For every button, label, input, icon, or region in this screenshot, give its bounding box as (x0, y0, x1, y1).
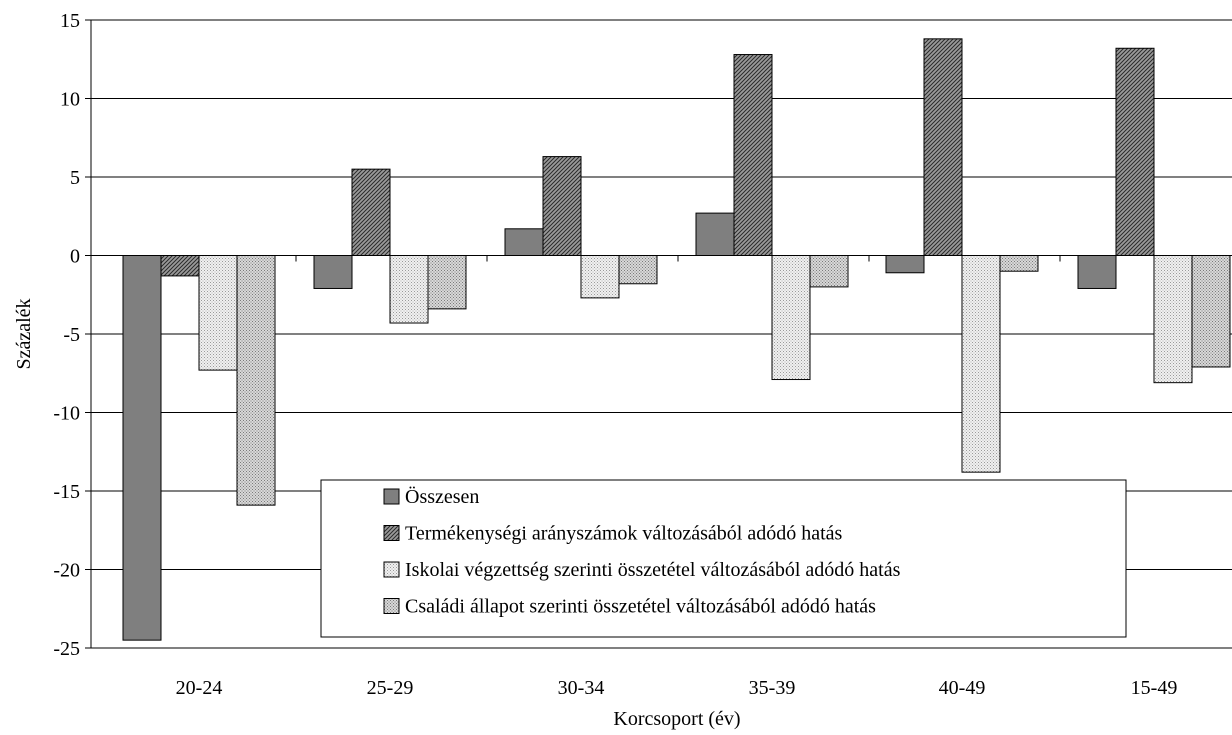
bar (1191, 255, 1231, 368)
x-axis-label: Korcsoport (év) (613, 708, 740, 730)
bar (1153, 255, 1193, 384)
x-tick-label: 15-49 (1131, 677, 1178, 699)
y-tick-label: 10 (60, 89, 80, 111)
bar (389, 255, 429, 324)
legend-swatch (383, 598, 400, 614)
x-tick-label: 30-34 (558, 677, 605, 699)
bar (961, 255, 1001, 473)
bar (198, 255, 238, 371)
x-tick-labels: 20-24 25-29 30-34 35-39 40-49 15-49 (176, 677, 1178, 699)
y-tick-label: 5 (70, 167, 80, 189)
bar (1077, 255, 1117, 289)
y-tick-label: 15 (60, 10, 80, 32)
legend: Összesen Termékenységi arányszámok változ… (320, 479, 1127, 638)
legend-swatch (383, 525, 400, 541)
bar (122, 255, 162, 641)
bar (427, 255, 467, 310)
bar (542, 156, 582, 256)
bar (809, 255, 849, 288)
x-tick-label: 20-24 (176, 677, 223, 699)
y-tick-label: -5 (63, 324, 80, 346)
bar (313, 255, 353, 289)
y-tick-label: -25 (53, 638, 80, 660)
bar (999, 255, 1039, 272)
y-tick-label: -10 (53, 403, 80, 425)
bar (885, 255, 925, 274)
bar (733, 54, 773, 257)
bar (236, 255, 276, 506)
y-tick-label: -20 (53, 560, 80, 582)
bars (122, 38, 1231, 641)
y-tick-label: -15 (53, 481, 80, 503)
bar (160, 255, 200, 277)
bar (1115, 47, 1155, 257)
bar (695, 212, 735, 256)
legend-swatch (383, 488, 400, 505)
y-tick-label: 0 (70, 246, 80, 268)
legend-label: Összesen (405, 485, 479, 508)
legend-label: Családi állapot szerinti összetétel vált… (405, 596, 876, 618)
legend-box (320, 479, 1127, 638)
bar (580, 255, 620, 299)
bar (618, 255, 658, 285)
bar (351, 168, 391, 256)
axes (85, 19, 1232, 649)
bar (923, 38, 963, 257)
bar (504, 228, 544, 256)
x-tick-label: 35-39 (749, 677, 796, 699)
legend-label: Termékenységi arányszámok változásából a… (405, 523, 843, 545)
legend-label: Iskolai végzettség szerinti összetétel v… (405, 559, 901, 581)
x-tick-label: 25-29 (367, 677, 414, 699)
y-tick-labels: 15 10 5 0 -5 -10 -15 -20 -25 (53, 10, 80, 660)
legend-swatch (383, 561, 400, 578)
y-axis-label: Százalék (13, 298, 35, 369)
bar (771, 255, 811, 381)
x-tick-label: 40-49 (939, 677, 986, 699)
